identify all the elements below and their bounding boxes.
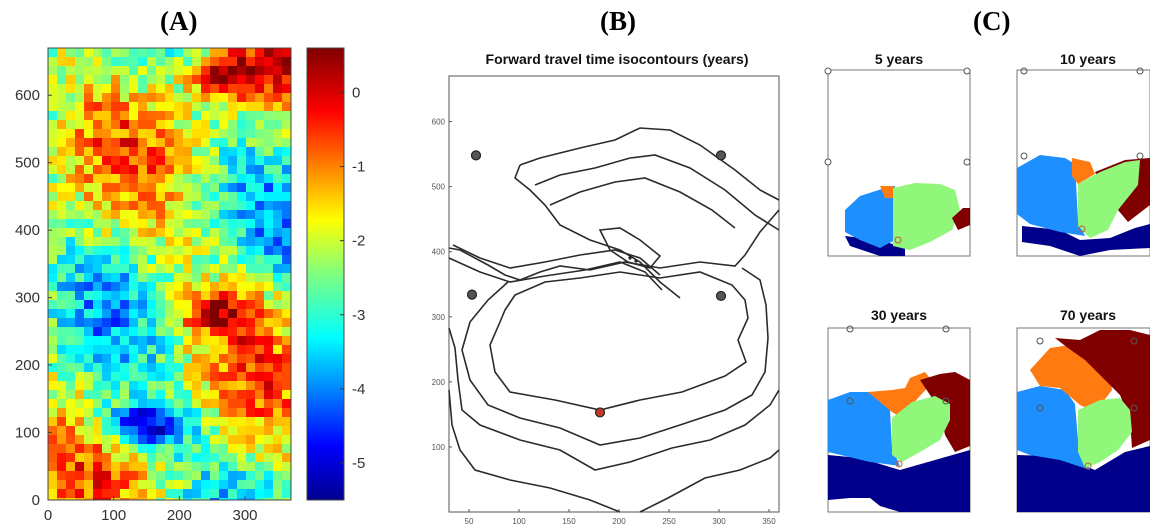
panel-label-c: (C): [973, 6, 1011, 36]
region-dark-blue: [1022, 224, 1150, 256]
panel-c-subplot-10-years: 10 years: [1016, 51, 1150, 257]
y-tick-label: 500: [15, 155, 40, 172]
x-tick-label: 250: [662, 517, 676, 526]
region-light-blue: [828, 392, 900, 466]
subplot-title-10-years: 10 years: [1060, 51, 1116, 67]
region-orange: [880, 186, 893, 198]
region-dark-red: [952, 208, 970, 230]
x-tick-label: 0: [44, 507, 52, 524]
isocontour-5: [448, 389, 621, 513]
y-tick-label: 400: [15, 222, 40, 239]
well-marker: [470, 150, 482, 161]
panel-b-title: Forward travel time isocontours (years): [486, 51, 749, 67]
region-orange: [868, 372, 933, 418]
x-tick-label: 100: [101, 507, 126, 524]
panel-label-a: (A): [160, 6, 198, 36]
region-green: [892, 396, 950, 462]
y-tick-label: 200: [15, 357, 40, 374]
isocontour-1: [448, 209, 780, 281]
x-tick-label: 50: [465, 517, 474, 526]
colorbar-tick-label: 0: [352, 84, 360, 101]
colorbar-ticks: 0 -1 -2 -3 -4 -5: [340, 84, 365, 472]
colorbar: [306, 47, 345, 501]
y-tick-label: 100: [15, 425, 40, 442]
well-marker: [715, 290, 727, 302]
contour-detail-dot: [634, 259, 638, 263]
region-light-blue: [845, 186, 895, 248]
colorbar-tick-label: -1: [352, 159, 365, 176]
isocontour-11: [452, 244, 661, 276]
isocontour-12: [448, 257, 663, 291]
x-tick-label: 300: [233, 507, 258, 524]
isocontour-7: [519, 127, 780, 201]
subplot-title-30-years: 30 years: [871, 307, 927, 323]
x-tick-label: 200: [612, 517, 626, 526]
subplot-title-5-years: 5 years: [875, 51, 923, 67]
region-orange: [1072, 158, 1095, 184]
region-light-blue: [1017, 386, 1090, 470]
y-tick-label: 600: [15, 87, 40, 104]
y-tick-label: 100: [432, 443, 446, 452]
contour-detail-dot: [628, 256, 632, 260]
y-tick-label: 600: [432, 118, 446, 127]
panel-b-wells: [466, 150, 727, 418]
isocontour-4: [448, 327, 780, 471]
region-light-blue: [1017, 155, 1085, 236]
panel-b-isocontours: Forward travel time isocontours (years): [448, 51, 780, 513]
panel-b-axes: 50 100 150 200 250 300 350 100 200 300 400 500 600: [432, 118, 777, 526]
region-dark-red: [1055, 330, 1150, 448]
panel-c-subplot-5-years: 5 years: [824, 51, 971, 257]
well-marker: [594, 407, 606, 418]
isocontour-8: [534, 154, 780, 231]
x-tick-label: 300: [712, 517, 726, 526]
well-marker: [466, 289, 478, 300]
isocontour-13: [598, 227, 662, 269]
panel-a-axes: 0 100 200 300 0 100 200 300 400 500 600: [15, 87, 258, 524]
isocontour-2: [489, 271, 749, 411]
y-tick-label: 400: [432, 248, 446, 257]
colorbar-tick-label: -3: [352, 307, 365, 324]
well-marker: [715, 150, 727, 161]
region-green: [1078, 160, 1140, 238]
isocontour-10: [514, 164, 681, 299]
x-tick-label: 150: [562, 517, 576, 526]
y-tick-label: 500: [432, 183, 446, 192]
region-dark-blue: [1017, 446, 1150, 512]
isocontour-6: [639, 449, 780, 513]
subplot-title-70-years: 70 years: [1060, 307, 1116, 323]
region-green: [893, 183, 960, 250]
panel-c-subplot-30-years: 30 years: [827, 307, 971, 513]
colorbar-tick-label: -4: [352, 381, 365, 398]
region-dark-blue: [828, 450, 970, 512]
panel-a-heatmap: [47, 47, 292, 501]
y-tick-label: 300: [432, 313, 446, 322]
colorbar-tick-label: -5: [352, 455, 365, 472]
x-tick-label: 350: [762, 517, 776, 526]
panel-label-b: (B): [600, 6, 636, 36]
y-tick-label: 200: [432, 378, 446, 387]
isocontour-3: [461, 267, 769, 446]
x-tick-label: 200: [167, 507, 192, 524]
region-green: [1078, 398, 1132, 468]
y-tick-label: 0: [32, 492, 40, 509]
x-tick-label: 100: [512, 517, 526, 526]
y-tick-label: 300: [15, 290, 40, 307]
panel-c-subplot-70-years: 70 years: [1016, 307, 1150, 513]
isocontour-9: [549, 177, 736, 229]
colorbar-tick-label: -2: [352, 233, 365, 250]
